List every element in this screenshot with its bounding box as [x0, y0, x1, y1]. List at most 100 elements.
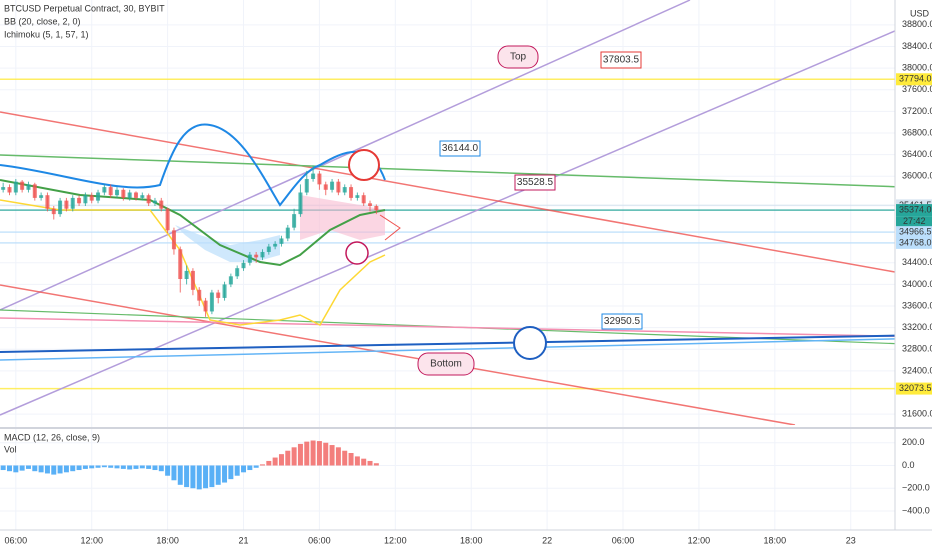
- indicator-label: Ichimoku (5, 1, 57, 1): [4, 29, 89, 39]
- marks: [0, 165, 379, 490]
- histogram-bar: [19, 465, 25, 471]
- histogram-bar: [228, 465, 234, 480]
- histogram-bar: [209, 465, 215, 488]
- candle-body: [368, 203, 373, 207]
- x-tick-label: 18:00: [460, 535, 483, 545]
- candle-body: [266, 246, 271, 252]
- price-tag-label: 35374.0: [899, 204, 932, 214]
- callout-text: 37803.5: [603, 55, 640, 66]
- callout-text: 36144.0: [442, 143, 479, 154]
- candle-body: [7, 187, 12, 193]
- trend-line: [0, 338, 895, 361]
- histogram-bar: [247, 465, 253, 471]
- trend-line: [0, 284, 796, 425]
- y-tick-label: 37200.0: [902, 106, 932, 116]
- drawings: [0, 0, 895, 425]
- histogram-bar: [222, 465, 228, 483]
- histogram-bar: [272, 457, 278, 466]
- price-tag: [896, 382, 932, 395]
- histogram-bar: [253, 465, 259, 468]
- candle-body: [89, 195, 94, 201]
- candle-body: [247, 254, 252, 263]
- candle-body: [184, 270, 189, 280]
- candle-body: [102, 187, 107, 193]
- candle-body: [336, 181, 341, 193]
- y-tick-label: 32400.0: [902, 365, 932, 375]
- x-tick-label: 12:00: [688, 535, 711, 545]
- histogram-bar: [291, 447, 297, 466]
- histogram-bar: [139, 465, 145, 469]
- indicator-label: Vol: [4, 444, 17, 454]
- price-tag: [896, 204, 932, 217]
- candle-body: [361, 195, 366, 204]
- y-tick-label: 200.0: [902, 437, 925, 447]
- y-tick-label: 38000.0: [902, 63, 932, 73]
- candle-body: [285, 227, 290, 239]
- histogram-bar: [361, 458, 367, 466]
- trend-line: [0, 317, 895, 337]
- x-tick-label: 18:00: [764, 535, 787, 545]
- histogram-bar: [241, 465, 247, 473]
- x-tick-label: 23: [846, 535, 856, 545]
- candle-body: [140, 195, 145, 198]
- y-tick-label: 34400.0: [902, 257, 932, 267]
- candle-body: [197, 289, 202, 301]
- arrow: [379, 214, 401, 241]
- y-tick-label: 0.0: [902, 460, 915, 470]
- candle-body: [146, 195, 151, 204]
- candle-body: [64, 200, 69, 209]
- histogram-bar: [38, 465, 44, 473]
- ichimoku-cloud: [175, 225, 280, 262]
- y-tick-label: 37600.0: [902, 84, 932, 94]
- histogram-bar: [13, 465, 19, 473]
- candle-body: [96, 192, 101, 201]
- candle-body: [159, 200, 164, 209]
- histogram-bar: [297, 443, 303, 466]
- histogram-bar: [184, 465, 190, 488]
- candle-body: [70, 197, 75, 209]
- histogram-bar: [57, 465, 63, 474]
- price-tag: [896, 226, 932, 239]
- candle-body: [51, 208, 56, 215]
- price-tag-label: 32073.5: [899, 383, 932, 393]
- axis-unit: USD: [910, 8, 930, 18]
- y-tick-label: 36000.0: [902, 171, 932, 181]
- histogram-bar: [323, 442, 329, 466]
- histogram-bar: [310, 440, 316, 466]
- candle-body: [298, 192, 303, 215]
- bollinger-band: [0, 123, 386, 207]
- chart-title: BTCUSD Perpetual Contract, 30, BYBIT: [4, 3, 165, 13]
- candle-body: [121, 189, 126, 198]
- ichimoku-cloud: [300, 195, 385, 240]
- candle-body: [342, 187, 347, 193]
- x-tick-label: 18:00: [156, 535, 179, 545]
- histogram-bar: [266, 460, 272, 466]
- ichimoku-line: [0, 199, 386, 326]
- callout-text: 32950.5: [604, 316, 641, 327]
- candle-body: [171, 230, 176, 250]
- bollinger-basis: [0, 179, 386, 267]
- candle-body: [355, 195, 360, 198]
- callout: [600, 51, 642, 69]
- histogram-bar: [348, 453, 354, 466]
- callout: [601, 313, 643, 330]
- candle-body: [323, 184, 328, 190]
- histogram-bar: [89, 465, 95, 469]
- histogram-bar: [354, 456, 360, 466]
- histogram-bar: [146, 465, 152, 469]
- y-tick-label: 33600.0: [902, 300, 932, 310]
- trend-line: [0, 0, 691, 311]
- y-tick-label: 33200.0: [902, 322, 932, 332]
- histogram-bar: [114, 465, 120, 469]
- candle-body: [190, 270, 195, 290]
- candle-body: [165, 208, 170, 231]
- histogram-bar: [285, 450, 291, 466]
- histogram-bar: [171, 465, 177, 481]
- histogram-bar: [127, 465, 133, 470]
- histogram-bar: [158, 465, 164, 472]
- candle-body: [83, 195, 88, 204]
- histogram-bar: [165, 465, 171, 476]
- candle-body: [330, 181, 335, 190]
- candle-body: [13, 181, 18, 193]
- histogram-bar: [70, 465, 76, 472]
